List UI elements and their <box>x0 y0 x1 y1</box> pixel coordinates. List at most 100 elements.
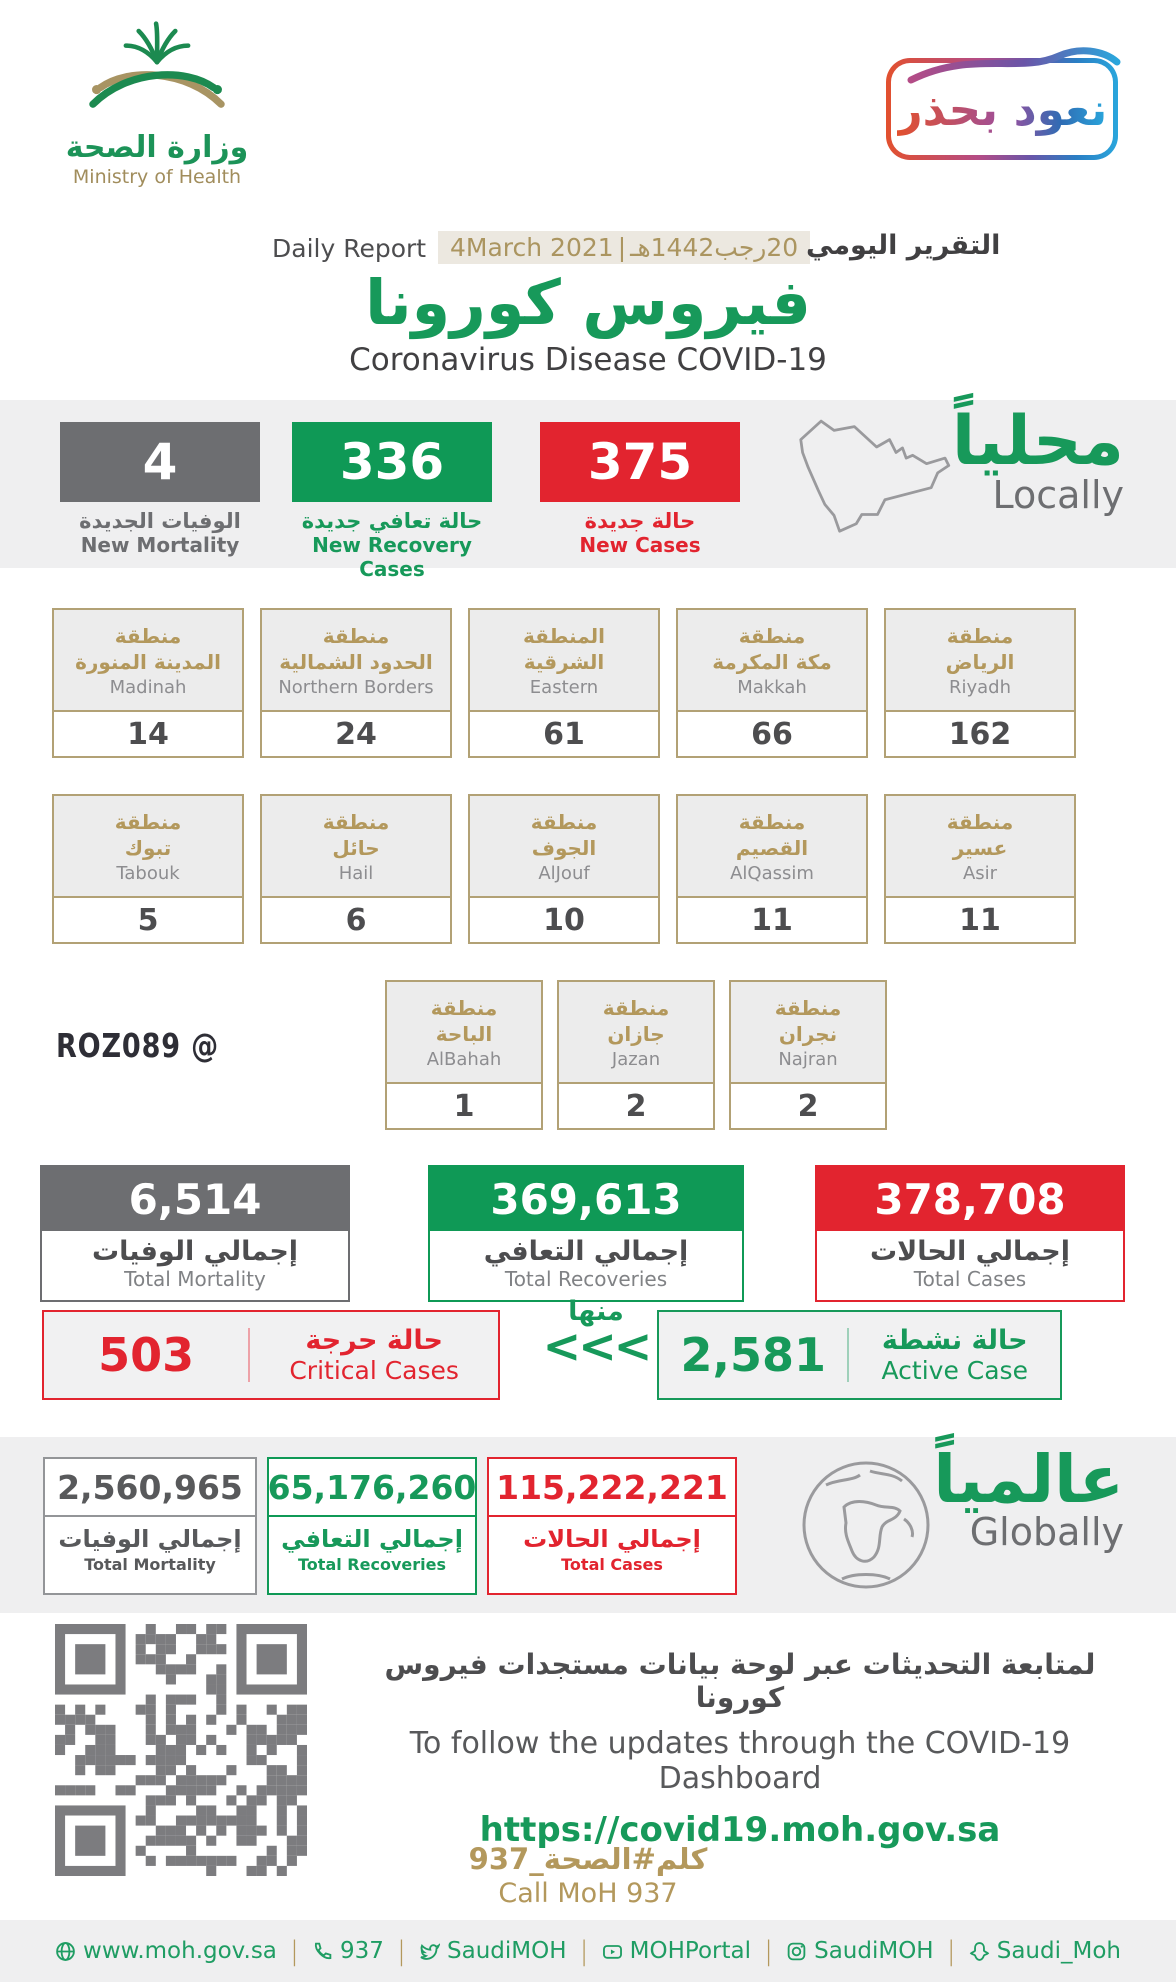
footer-website-label: www.moh.gov.sa <box>83 1938 277 1964</box>
globally-label-ar: عالمياً <box>933 1441 1124 1518</box>
global-cases-box: 115,222,221 إجمالي الحالات Total Cases <box>487 1457 737 1595</box>
region-name-ar: المنطقة الشرقية <box>523 623 605 674</box>
critical-cases-box: 503 حالة حرجة Critical Cases <box>42 1310 500 1400</box>
page-title-english: Coronavirus Disease COVID-19 <box>349 342 827 378</box>
region-card-header: منطقة القصيم AlQassim <box>678 796 866 898</box>
region-card-alqassim: منطقة القصيم AlQassim 11 <box>676 794 868 944</box>
ministry-name-arabic: وزارة الصحة <box>65 130 249 165</box>
return-with-caution-badge: نعود بحذر <box>886 47 1121 160</box>
region-name-ar: منطقة الباحة <box>430 995 498 1046</box>
region-name-ar: منطقة نجران <box>774 995 842 1046</box>
region-card-jazan: منطقة جازان Jazan 2 <box>557 980 715 1130</box>
report-date-hijri: 20رجب1442هـ <box>630 233 799 262</box>
dashboard-url-link[interactable]: https://covid19.moh.gov.sa <box>479 1810 1001 1850</box>
critical-cases-labels: حالة حرجة Critical Cases <box>250 1325 498 1385</box>
footer-instagram-link[interactable]: SaudiMOH <box>786 1938 934 1964</box>
website-globe-icon <box>56 1941 75 1961</box>
new-recoveries-label-en: New Recovery Cases <box>312 533 472 581</box>
saudi-map-icon <box>799 419 951 533</box>
total-recoveries-box: 369,613 إجمالي التعافي Total Recoveries <box>428 1165 744 1302</box>
region-name-en: AlJouf <box>538 862 590 884</box>
region-name-ar: منطقة الرياض <box>945 623 1015 674</box>
active-cases-value: 2,581 <box>680 1328 826 1382</box>
total-recoveries-label-en: Total Recoveries <box>504 1267 668 1291</box>
ministry-name-english: Ministry of Health <box>72 165 242 188</box>
region-value: 11 <box>959 902 1001 938</box>
region-card-asir: منطقة عسير Asir 11 <box>884 794 1076 944</box>
region-value: 2 <box>625 1088 647 1124</box>
watermark-text: ROZ089 @ <box>56 1026 219 1065</box>
region-card-madinah: منطقة المدينة المنورة Madinah 14 <box>52 608 244 758</box>
region-name-en: AlQassim <box>730 862 814 884</box>
region-name-en: Eastern <box>529 676 599 698</box>
moh-emblem-icon <box>89 21 225 108</box>
global-cases-label-en: Total Cases <box>561 1555 663 1574</box>
global-mortality-value: 2,560,965 <box>45 1459 255 1517</box>
new-mortality-stat: 4 الوفيات الجديدة New Mortality <box>60 422 260 557</box>
region-card-albahah: منطقة الباحة AlBahah 1 <box>385 980 543 1130</box>
new-mortality-label-en: New Mortality <box>80 533 240 557</box>
global-recoveries-label-en: Total Recoveries <box>298 1555 446 1574</box>
region-value: 61 <box>543 716 585 752</box>
region-name-en: Northern Borders <box>278 676 434 698</box>
instagram-icon <box>787 1942 806 1960</box>
critical-cases-label-en: Critical Cases <box>289 1356 459 1385</box>
footer-snapchat-link[interactable]: Saudi_Moh <box>969 1938 1121 1964</box>
critical-cases-value: 503 <box>98 1328 195 1382</box>
total-recoveries-label-ar: إجمالي التعافي <box>483 1236 689 1267</box>
region-name-en: Makkah <box>737 676 807 698</box>
region-name-en: Hail <box>338 862 374 884</box>
active-cases-label-en: Active Case <box>881 1356 1028 1385</box>
page-title-arabic: فيروس كورونا <box>365 266 811 339</box>
footer-separator: | <box>289 1935 300 1967</box>
new-recoveries-value: 336 <box>292 422 492 502</box>
total-cases-label-en: Total Cases <box>913 1267 1027 1291</box>
global-mortality-box: 2,560,965 إجمالي الوفيات Total Mortality <box>43 1457 257 1595</box>
region-card-header: منطقة الجوف AlJouf <box>470 796 658 898</box>
region-value: 66 <box>751 716 793 752</box>
footer-website-link[interactable]: www.moh.gov.sa <box>55 1938 277 1964</box>
region-value: 2 <box>797 1088 819 1124</box>
regions-row-2: منطقة عسير Asir 11 منطقة القصيم AlQassim… <box>52 794 1076 944</box>
new-cases-stat: 375 حالة جديدة New Cases <box>540 422 740 557</box>
dashboard-text-en: To follow the updates through the COVID-… <box>409 1726 1071 1796</box>
twitter-icon <box>420 1942 441 1960</box>
global-recoveries-box: 65,176,260 إجمالي التعافي Total Recoveri… <box>267 1457 477 1595</box>
footer-twitter-link[interactable]: SaudiMOH <box>419 1938 567 1964</box>
region-name-ar: منطقة عسير <box>946 809 1014 860</box>
region-name-en: Asir <box>962 862 998 884</box>
badge-inner: نعود بحذر <box>891 63 1113 155</box>
region-card-makkah: منطقة مكة المكرمة Makkah 66 <box>676 608 868 758</box>
divider <box>847 1328 850 1382</box>
region-value: 24 <box>335 716 377 752</box>
dashboard-text-ar: لمتابعة التحديثات عبر لوحة بيانات مستجدا… <box>384 1648 1096 1714</box>
globally-label-en: Globally <box>969 1510 1124 1555</box>
region-name-ar: منطقة المدينة المنورة <box>75 623 221 674</box>
locally-label-ar: محلياً <box>951 402 1124 481</box>
report-date-gregorian: 4March 2021 <box>450 233 614 262</box>
footer-youtube-label: MOHPortal <box>629 1938 751 1964</box>
region-name-en: AlBahah <box>426 1048 502 1070</box>
footer-youtube-link[interactable]: MOHPortal <box>602 1938 751 1964</box>
region-name-ar: منطقة الحدود الشمالية <box>279 623 433 674</box>
total-cases-label-ar: إجمالي الحالات <box>869 1236 1071 1267</box>
region-value: 6 <box>345 902 367 938</box>
new-cases-value: 375 <box>540 422 740 502</box>
region-card-eastern: المنطقة الشرقية Eastern 61 <box>468 608 660 758</box>
footer-separator: | <box>763 1935 774 1967</box>
region-name-en: Tabouk <box>116 862 180 884</box>
region-card-aljouf: منطقة الجوف AlJouf 10 <box>468 794 660 944</box>
date-separator: | <box>617 233 627 262</box>
new-recoveries-stat: 336 حالة تعافي جديدة New Recovery Cases <box>292 422 492 581</box>
new-cases-label-ar: حالة جديدة <box>584 509 696 533</box>
global-cases-value: 115,222,221 <box>489 1459 735 1517</box>
region-card-header: منطقة مكة المكرمة Makkah <box>678 610 866 712</box>
global-recoveries-value: 65,176,260 <box>268 1459 476 1517</box>
region-value: 1 <box>453 1088 475 1124</box>
footer-separator: | <box>946 1935 956 1967</box>
global-cases-label-ar: إجمالي الحالات <box>523 1525 701 1553</box>
active-cases-box: 2,581 حالة نشطة Active Case <box>657 1310 1062 1400</box>
total-mortality-label-en: Total Mortality <box>124 1267 266 1291</box>
region-name-ar: منطقة جازان <box>602 995 670 1046</box>
footer-phone-link[interactable]: 937 <box>312 1938 384 1964</box>
